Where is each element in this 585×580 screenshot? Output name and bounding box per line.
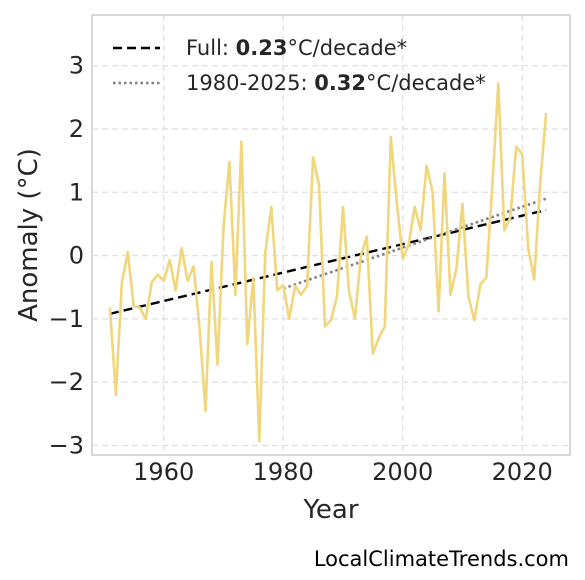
- series-lines: [108, 82, 548, 443]
- anomaly-series-line: [108, 82, 548, 443]
- grid: [92, 15, 570, 455]
- x-tick-label-0: 1960: [133, 458, 194, 486]
- legend: Full: 0.23°C/decade* 1980-2025: 0.32°C/de…: [113, 36, 486, 95]
- legend-entry-1: 1980-2025: 0.32°C/decade*: [186, 71, 486, 95]
- y-axis-title: Anomaly (°C): [14, 148, 44, 322]
- x-tick-label-2: 2000: [372, 458, 433, 486]
- trendline-full: [109, 208, 547, 315]
- x-tick-label-3: 2020: [492, 458, 553, 486]
- y-tick-label-3: 0: [69, 242, 84, 270]
- y-tick-label-1: −2: [49, 368, 84, 396]
- y-tick-label-6: 3: [69, 52, 84, 80]
- y-tick-label-4: 1: [69, 178, 84, 206]
- trendline-recent: [282, 197, 547, 290]
- y-tick-label-2: −1: [49, 305, 84, 333]
- trendlines: [109, 197, 547, 315]
- y-tick-label-0: −3: [49, 432, 84, 460]
- x-tick-labels: 1960 1980 2000 2020: [133, 458, 553, 486]
- legend-entry-0: Full: 0.23°C/decade*: [186, 36, 407, 60]
- x-tick-label-1: 1980: [253, 458, 314, 486]
- y-tick-labels: −3 −2 −1 0 1 2 3: [49, 52, 84, 460]
- footer-site-name: LocalClimateTrends.com: [313, 547, 569, 571]
- y-tick-label-5: 2: [69, 115, 84, 143]
- x-axis-title: Year: [302, 495, 358, 525]
